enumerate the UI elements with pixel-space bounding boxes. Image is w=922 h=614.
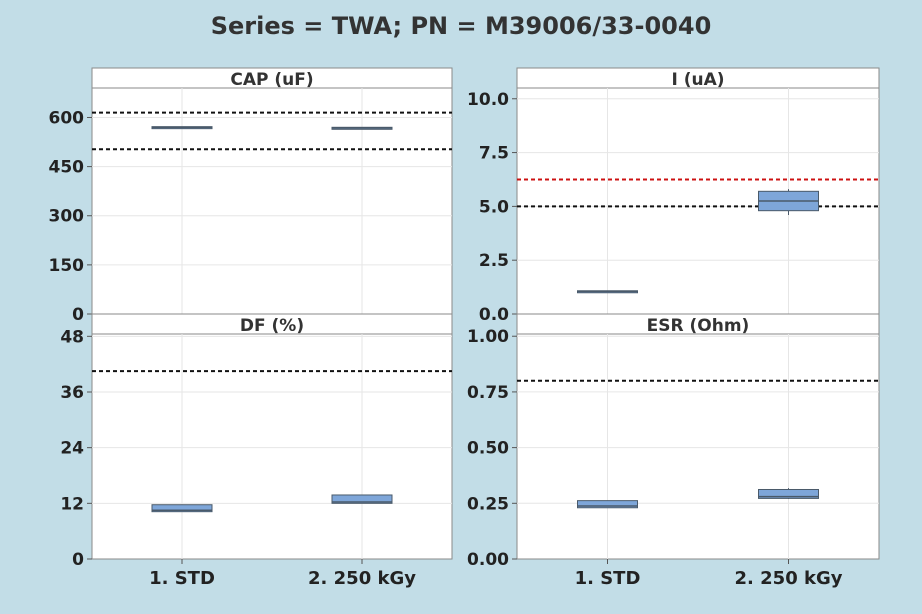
y-tick-label: 2.5 xyxy=(479,251,509,271)
panel-background xyxy=(516,313,880,560)
panel-title: CAP (uF) xyxy=(230,70,313,90)
y-tick-label: 600 xyxy=(49,108,85,128)
box-1 xyxy=(758,189,819,215)
box-0 xyxy=(151,126,213,130)
panel-2: DF (%) 0 12 24 36 48 1. STD 2. 250 kGy xyxy=(60,313,453,589)
box-1 xyxy=(758,488,819,499)
y-tick-label: 0 xyxy=(72,550,84,570)
panel-title: DF (%) xyxy=(240,316,304,336)
y-tick-label: 36 xyxy=(60,383,84,403)
y-tick-label: 150 xyxy=(49,256,85,276)
box-0 xyxy=(151,504,213,513)
y-tick-label: 0.25 xyxy=(467,494,509,514)
x-tick-label: 1. STD xyxy=(575,568,641,589)
y-tick-label: 0 xyxy=(72,305,84,325)
panel-background xyxy=(91,313,453,560)
x-tick-label: 1. STD xyxy=(149,568,215,589)
panel-3: ESR (Ohm) 0.00 0.25 0.50 0.75 1.00 1. STD 2. 25… xyxy=(467,313,880,589)
chart-title: Series = TWA; PN = M39006/33-0040 xyxy=(210,12,712,40)
x-tick-label: 2. 250 kGy xyxy=(735,568,843,589)
panel-background xyxy=(91,67,453,315)
y-tick-label: 48 xyxy=(60,327,84,347)
panel-title: ESR (Ohm) xyxy=(647,316,750,336)
box xyxy=(151,504,213,513)
box xyxy=(577,500,638,509)
panel-0: CAP (uF) 0 150 300 450 600 xyxy=(49,67,453,325)
panel-background xyxy=(516,67,880,315)
box-1 xyxy=(331,126,393,130)
box-0 xyxy=(577,500,638,509)
y-tick-label: 5.0 xyxy=(479,197,509,217)
box-0 xyxy=(577,290,638,294)
y-tick-label: 1.00 xyxy=(467,327,509,347)
box-1 xyxy=(331,494,393,504)
y-tick-label: 0.00 xyxy=(467,550,509,570)
y-tick-label: 12 xyxy=(60,494,84,514)
panel-title: I (uA) xyxy=(671,70,724,90)
y-tick-label: 24 xyxy=(60,439,84,459)
y-tick-label: 0.75 xyxy=(467,383,509,403)
y-tick-label: 450 xyxy=(49,158,85,178)
box xyxy=(331,494,393,504)
box xyxy=(758,488,819,499)
x-tick-label: 2. 250 kGy xyxy=(308,568,416,589)
y-tick-label: 0.50 xyxy=(467,439,509,459)
y-tick-label: 0.0 xyxy=(479,305,509,325)
y-tick-label: 7.5 xyxy=(479,144,509,164)
y-tick-label: 300 xyxy=(49,207,85,227)
y-tick-label: 10.0 xyxy=(467,90,509,110)
panel-1: I (uA) 0.0 2.5 5.0 7.5 10.0 xyxy=(467,67,880,325)
